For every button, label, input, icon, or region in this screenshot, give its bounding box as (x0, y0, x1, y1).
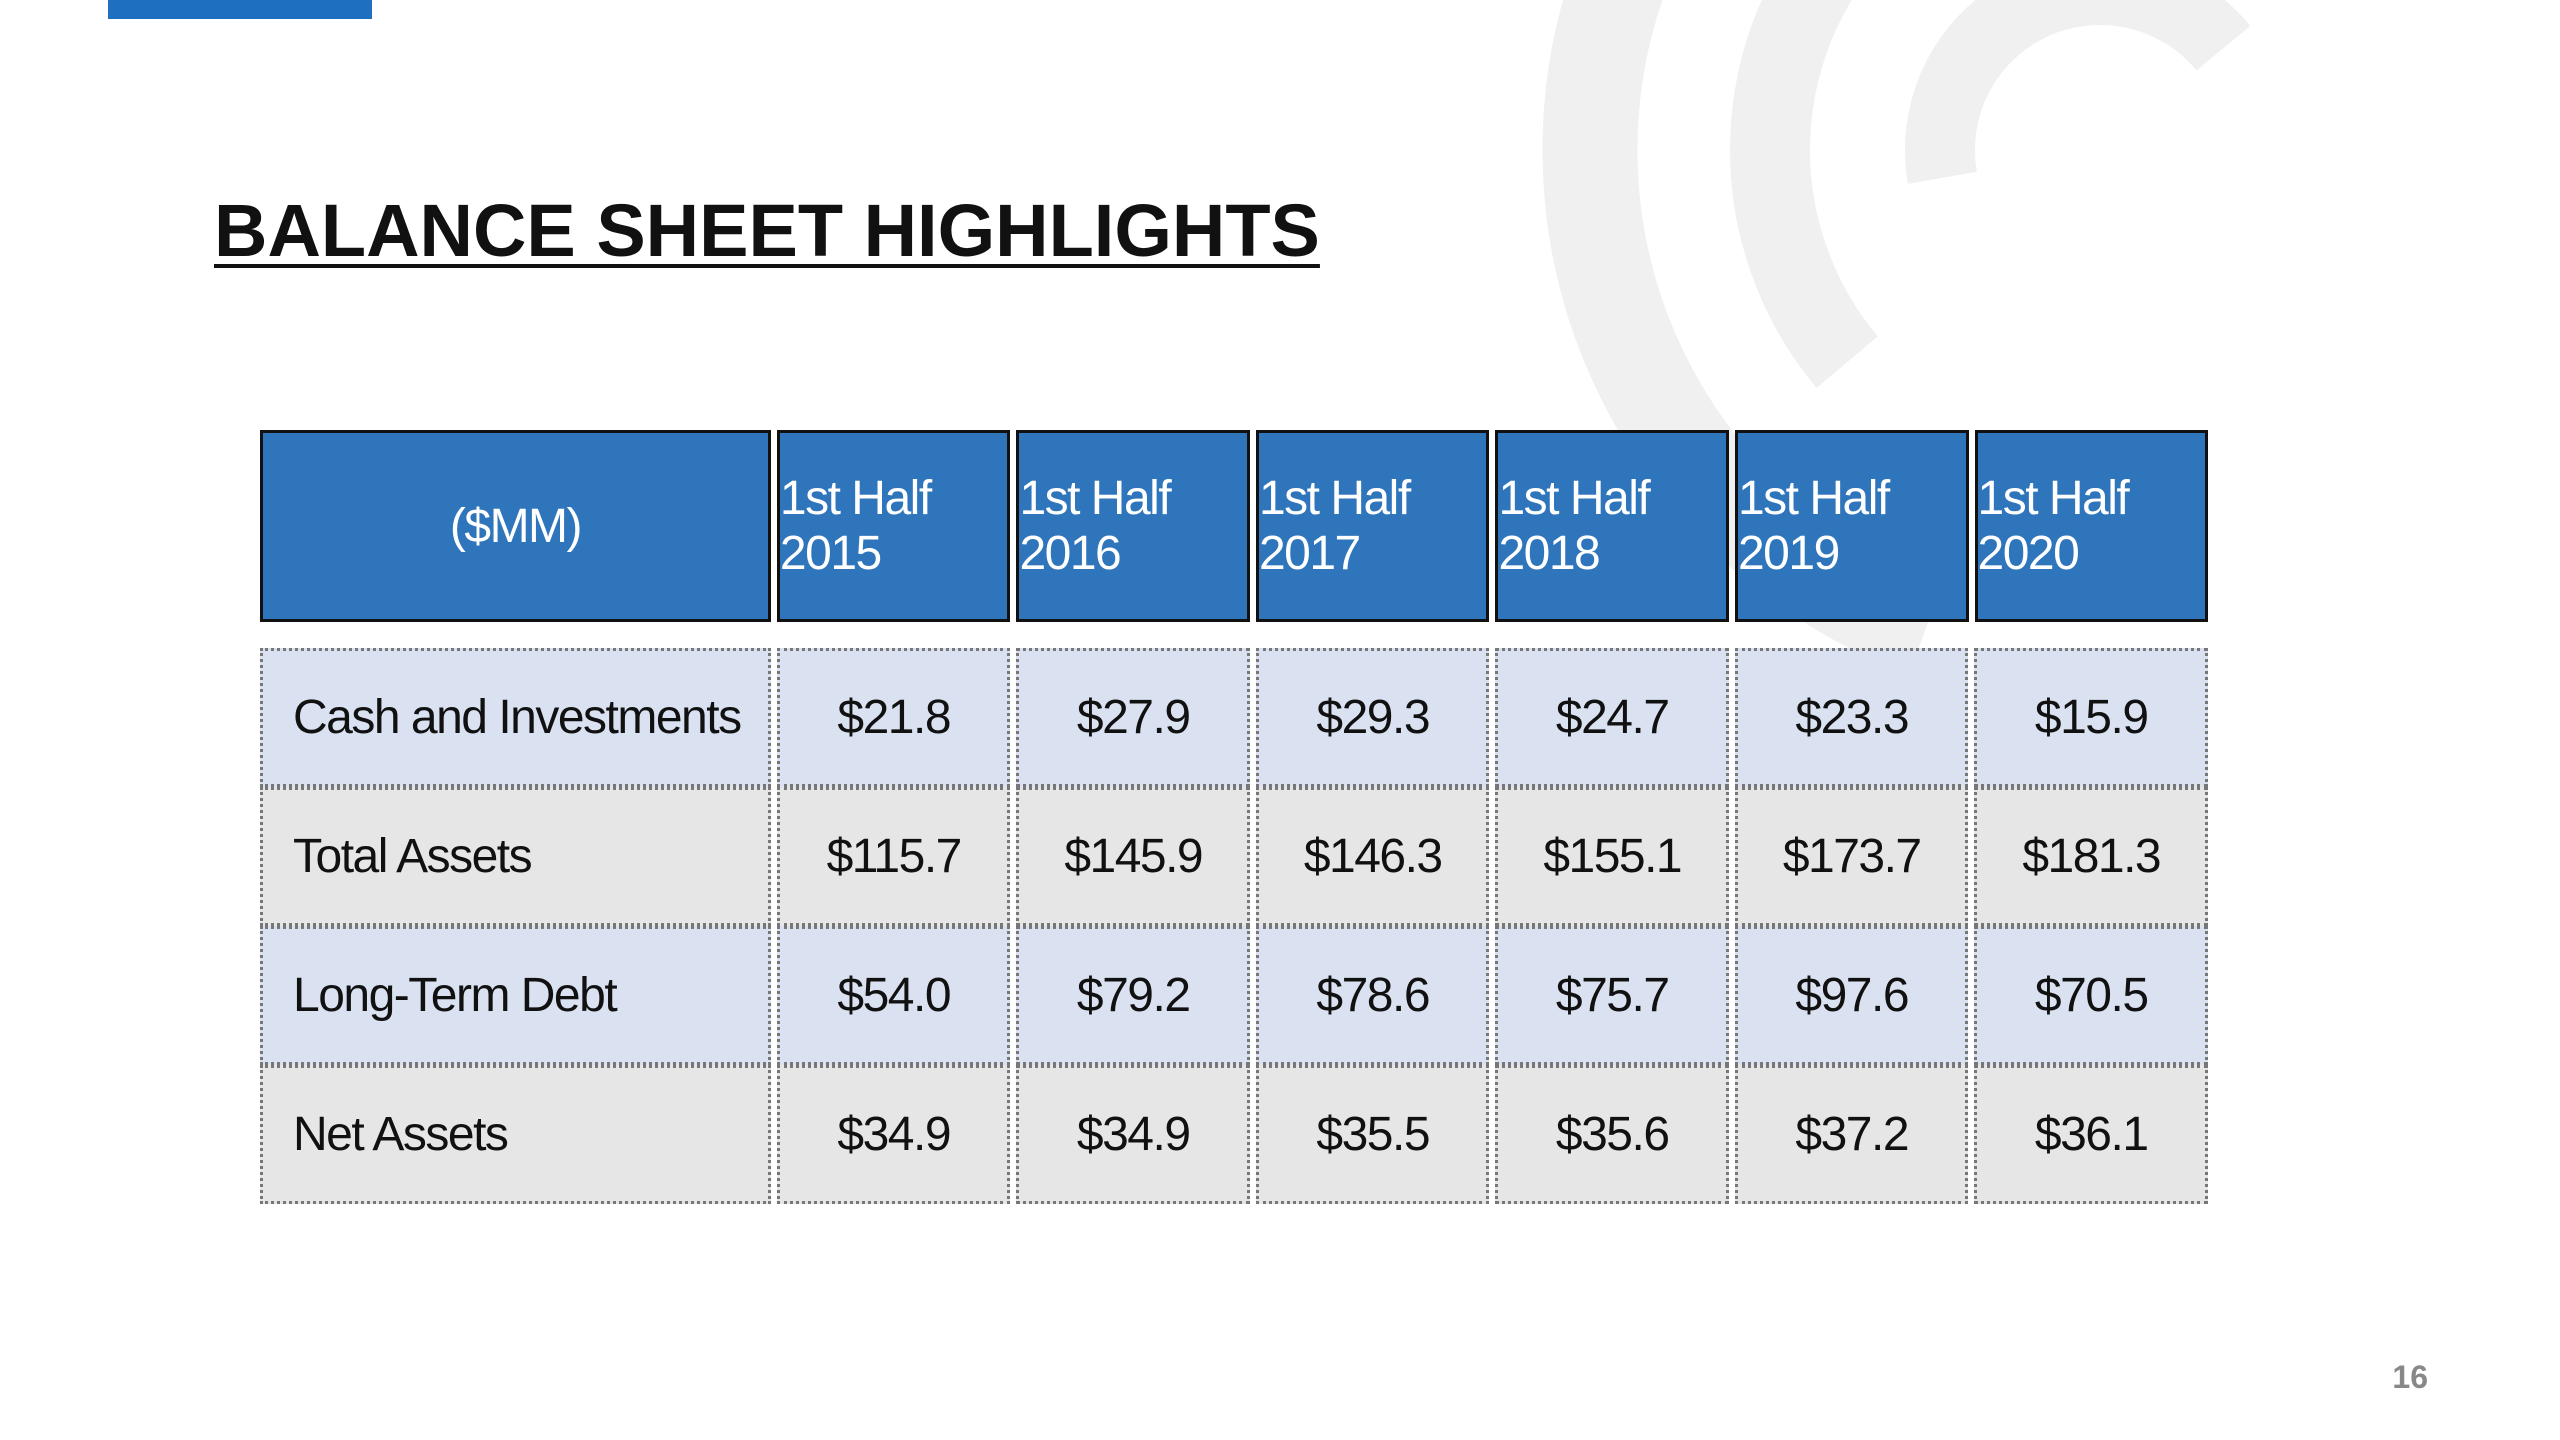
header-cell-2020: 1st Half 2020 (1974, 430, 2209, 622)
table-cell: $36.1 (1974, 1065, 2208, 1204)
table-cell: $24.7 (1495, 648, 1729, 787)
balance-sheet-table: ($MM) 1st Half 2015 1st Half 2016 1st Ha… (260, 430, 2209, 1204)
row-label: Long-Term Debt (260, 926, 771, 1065)
table-row: Total Assets $115.7 $145.9 $146.3 $155.1… (260, 787, 2208, 926)
row-label: Total Assets (260, 787, 771, 926)
table-cell: $23.3 (1734, 648, 1969, 787)
table-cell: $54.0 (776, 926, 1011, 1065)
slide-title: BALANCE SHEET HIGHLIGHTS (214, 189, 1320, 272)
row-label: Net Assets (260, 1065, 771, 1204)
header-cell-2016: 1st Half 2016 (1016, 430, 1250, 622)
top-accent-bar (108, 0, 372, 19)
table-cell: $145.9 (1016, 787, 1250, 926)
table-cell: $146.3 (1255, 787, 1490, 926)
row-label: Cash and Investments (260, 648, 771, 787)
table-cell: $115.7 (776, 787, 1011, 926)
table-cell: $70.5 (1974, 926, 2208, 1065)
table-cell: $97.6 (1734, 926, 1969, 1065)
logo-watermark (1542, 0, 2560, 700)
table-header-row: ($MM) 1st Half 2015 1st Half 2016 1st Ha… (260, 430, 2209, 622)
header-cell-2015: 1st Half 2015 (776, 430, 1011, 622)
header-cell-2018: 1st Half 2018 (1495, 430, 1729, 622)
table-cell: $79.2 (1016, 926, 1250, 1065)
table-cell: $181.3 (1974, 787, 2208, 926)
page-number: 16 (2392, 1359, 2428, 1395)
table-cell: $35.5 (1255, 1065, 1490, 1204)
table-cell: $27.9 (1016, 648, 1250, 787)
table-cell: $34.9 (1016, 1065, 1250, 1204)
table-cell: $173.7 (1734, 787, 1969, 926)
table-cell: $21.8 (776, 648, 1011, 787)
header-cell-2017: 1st Half 2017 (1255, 430, 1490, 622)
table-row: Long-Term Debt $54.0 $79.2 $78.6 $75.7 $… (260, 926, 2208, 1065)
table-cell: $35.6 (1495, 1065, 1729, 1204)
table-cell: $75.7 (1495, 926, 1729, 1065)
table-cell: $29.3 (1255, 648, 1490, 787)
table-row: Net Assets $34.9 $34.9 $35.5 $35.6 $37.2… (260, 1065, 2208, 1204)
header-cell-units: ($MM) (260, 430, 771, 622)
table-cell: $155.1 (1495, 787, 1729, 926)
table-cell: $78.6 (1255, 926, 1490, 1065)
table-cell: $34.9 (776, 1065, 1011, 1204)
table-body: Cash and Investments $21.8 $27.9 $29.3 $… (260, 648, 2208, 1204)
header-cell-2019: 1st Half 2019 (1734, 430, 1969, 622)
table-cell: $37.2 (1734, 1065, 1969, 1204)
table-row: Cash and Investments $21.8 $27.9 $29.3 $… (260, 648, 2208, 787)
table-cell: $15.9 (1974, 648, 2208, 787)
